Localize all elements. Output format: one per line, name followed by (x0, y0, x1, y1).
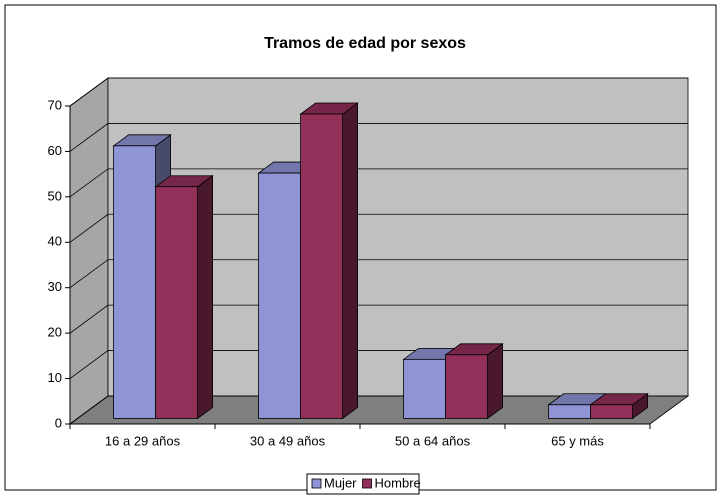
bar-front (590, 404, 633, 419)
y-tick-label: 50 (48, 188, 62, 203)
y-tick-label: 70 (48, 97, 62, 112)
bar-front (403, 358, 447, 419)
bar-front (300, 113, 344, 419)
y-tick-label: 30 (48, 279, 62, 294)
bar (154, 174, 214, 420)
legend: Mujer Hombre (306, 473, 421, 495)
chart-title: Tramos de edad por sexos (264, 35, 466, 52)
grid-line (69, 123, 688, 152)
side-wall (69, 77, 109, 425)
y-tick-label: 60 (48, 143, 62, 158)
legend-label: Hombre (375, 475, 421, 490)
grid-line (69, 77, 688, 107)
x-tick-label: 16 a 29 años (105, 433, 181, 448)
bar-front (155, 186, 199, 419)
y-tick-label: 40 (48, 234, 62, 249)
legend-swatch (311, 478, 322, 489)
grid-line (69, 259, 688, 289)
bar-side (197, 174, 214, 420)
bar-side (342, 102, 359, 420)
legend-swatch (362, 478, 372, 489)
x-tick-label: 65 y más (551, 433, 604, 448)
bar-front (445, 354, 489, 419)
bar-side (487, 343, 504, 420)
bar-front (258, 172, 302, 419)
legend-label: Mujer (324, 475, 357, 490)
bar-front (113, 145, 156, 419)
grid-line (69, 168, 688, 198)
bar-front (548, 404, 591, 419)
x-tick-label: 30 a 49 años (250, 433, 326, 448)
grid-line (69, 304, 688, 334)
bar (444, 343, 504, 420)
y-tick-label: 20 (48, 325, 62, 340)
y-tick-label: 10 (48, 370, 62, 385)
grid-line (69, 213, 688, 243)
bar (589, 392, 649, 420)
bar (299, 102, 359, 420)
x-tick-label: 50 a 64 años (395, 433, 471, 448)
y-tick-label: 0 (55, 415, 62, 430)
